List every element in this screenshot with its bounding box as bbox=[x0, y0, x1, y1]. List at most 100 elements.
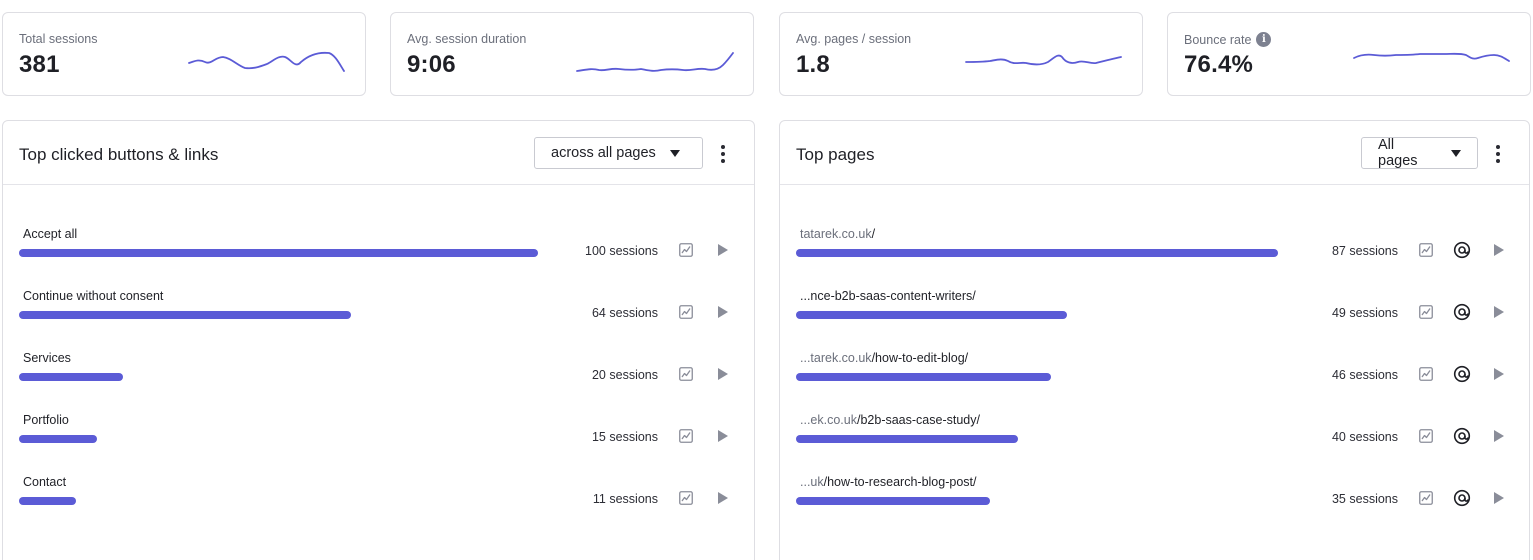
caret-down-icon bbox=[669, 149, 680, 157]
stat-card-total-sessions: Total sessions 381 bbox=[2, 12, 366, 96]
session-count: 20 sessions bbox=[591, 368, 658, 382]
top-clicked-panel: Top clicked buttons & links across all p… bbox=[2, 120, 755, 560]
stat-card-avg-pages-session: Avg. pages / session 1.8 bbox=[779, 12, 1143, 96]
session-bar bbox=[19, 435, 97, 443]
list-item: Accept all 100 sessions bbox=[3, 227, 754, 289]
session-bar bbox=[796, 435, 1018, 443]
page-url[interactable]: ...nce-b2b-saas-content-writers/ bbox=[800, 289, 976, 303]
list-item: tatarek.co.uk/87 sessions bbox=[780, 227, 1529, 289]
at-sign-icon[interactable] bbox=[1453, 303, 1471, 321]
trend-chart-icon[interactable] bbox=[1417, 427, 1435, 445]
panel-header: Top pages All pages bbox=[780, 121, 1529, 185]
list-item: ...tarek.co.uk/how-to-edit-blog/46 sessi… bbox=[780, 351, 1529, 413]
trend-chart-icon[interactable] bbox=[1417, 241, 1435, 259]
panel-header: Top clicked buttons & links across all p… bbox=[3, 121, 754, 185]
at-sign-icon[interactable] bbox=[1453, 365, 1471, 383]
play-icon[interactable] bbox=[1490, 303, 1508, 321]
pages-filter-dropdown[interactable]: All pages bbox=[1361, 137, 1478, 169]
session-bar bbox=[19, 373, 123, 381]
item-label: Accept all bbox=[23, 227, 78, 241]
stat-value: 9:06 bbox=[407, 51, 456, 78]
stat-value: 1.8 bbox=[796, 51, 830, 78]
page-domain: tatarek.co.uk bbox=[800, 227, 872, 241]
at-sign-icon[interactable] bbox=[1453, 241, 1471, 259]
info-icon[interactable]: i bbox=[1256, 32, 1272, 47]
session-bar bbox=[796, 249, 1278, 257]
page-path: /b2b-saas-case-study/ bbox=[856, 413, 980, 427]
sparkline bbox=[965, 54, 1122, 66]
page-domain: ...tarek.co.uk bbox=[800, 351, 872, 365]
kebab-menu-icon[interactable] bbox=[1495, 145, 1501, 163]
session-count: 87 sessions bbox=[1331, 244, 1398, 258]
session-bar bbox=[19, 497, 76, 505]
page-path: /how-to-research-blog-post/ bbox=[823, 475, 977, 489]
at-sign-icon[interactable] bbox=[1453, 489, 1471, 507]
stat-value: 76.4% bbox=[1184, 51, 1254, 78]
trend-chart-icon[interactable] bbox=[677, 427, 695, 445]
stat-label: Bounce rate i bbox=[1184, 32, 1272, 47]
trend-chart-icon[interactable] bbox=[677, 365, 695, 383]
list-item: Services 20 sessions bbox=[3, 351, 754, 413]
session-count: 64 sessions bbox=[591, 306, 658, 320]
session-count: 49 sessions bbox=[1331, 306, 1398, 320]
list-item: Portfolio 15 sessions bbox=[3, 413, 754, 475]
stat-value: 381 bbox=[19, 51, 60, 78]
kebab-menu-icon[interactable] bbox=[720, 145, 726, 163]
page-path: / bbox=[871, 227, 876, 241]
page-domain: ...uk bbox=[800, 475, 824, 489]
page-filter-dropdown[interactable]: across all pages bbox=[534, 137, 703, 169]
page-url[interactable]: tatarek.co.uk/ bbox=[800, 227, 875, 241]
panel-title: Top clicked buttons & links bbox=[19, 145, 219, 164]
play-icon[interactable] bbox=[1490, 365, 1508, 383]
session-bar bbox=[796, 497, 990, 505]
stat-card-bounce-rate: Bounce rate i 76.4% bbox=[1167, 12, 1531, 96]
item-label: Services bbox=[23, 351, 71, 365]
play-icon[interactable] bbox=[714, 365, 732, 383]
session-count: 40 sessions bbox=[1331, 430, 1398, 444]
page-url[interactable]: ...uk/how-to-research-blog-post/ bbox=[800, 475, 976, 489]
trend-chart-icon[interactable] bbox=[1417, 365, 1435, 383]
session-count: 35 sessions bbox=[1331, 492, 1398, 506]
stat-label: Avg. session duration bbox=[407, 32, 527, 46]
sparkline bbox=[576, 52, 734, 72]
page-path: /how-to-edit-blog/ bbox=[871, 351, 969, 365]
dropdown-value: All pages bbox=[1378, 137, 1418, 169]
sparkline bbox=[1353, 52, 1510, 62]
trend-chart-icon[interactable] bbox=[677, 303, 695, 321]
sparkline bbox=[188, 51, 345, 72]
trend-chart-icon[interactable] bbox=[1417, 489, 1435, 507]
session-bar bbox=[796, 373, 1051, 381]
session-count: 15 sessions bbox=[591, 430, 658, 444]
session-bar bbox=[19, 311, 351, 319]
play-icon[interactable] bbox=[1490, 489, 1508, 507]
trend-chart-icon[interactable] bbox=[677, 241, 695, 259]
session-count: 46 sessions bbox=[1331, 368, 1398, 382]
stat-label: Total sessions bbox=[19, 32, 98, 46]
list-item: ...uk/how-to-research-blog-post/35 sessi… bbox=[780, 475, 1529, 537]
session-bar bbox=[796, 311, 1067, 319]
play-icon[interactable] bbox=[1490, 241, 1508, 259]
play-icon[interactable] bbox=[1490, 427, 1508, 445]
list-item: ...ek.co.uk/b2b-saas-case-study/40 sessi… bbox=[780, 413, 1529, 475]
at-sign-icon[interactable] bbox=[1453, 427, 1471, 445]
stat-card-avg-session-duration: Avg. session duration 9:06 bbox=[390, 12, 754, 96]
stat-label: Avg. pages / session bbox=[796, 32, 912, 46]
trend-chart-icon[interactable] bbox=[677, 489, 695, 507]
session-count: 100 sessions bbox=[585, 244, 658, 258]
trend-chart-icon[interactable] bbox=[1417, 303, 1435, 321]
play-icon[interactable] bbox=[714, 241, 732, 259]
session-bar bbox=[19, 249, 538, 257]
play-icon[interactable] bbox=[714, 303, 732, 321]
item-label: Continue without consent bbox=[23, 289, 164, 303]
session-count: 11 sessions bbox=[592, 492, 658, 506]
caret-down-icon bbox=[1451, 149, 1461, 157]
page-path: ...nce-b2b-saas-content-writers/ bbox=[800, 289, 976, 303]
page-url[interactable]: ...tarek.co.uk/how-to-edit-blog/ bbox=[800, 351, 968, 365]
panel-title: Top pages bbox=[796, 145, 875, 164]
play-icon[interactable] bbox=[714, 427, 732, 445]
top-pages-panel: Top pages All pages tatarek.co.uk/87 ses… bbox=[779, 120, 1530, 560]
list-item: ...nce-b2b-saas-content-writers/49 sessi… bbox=[780, 289, 1529, 351]
page-url[interactable]: ...ek.co.uk/b2b-saas-case-study/ bbox=[800, 413, 980, 427]
play-icon[interactable] bbox=[714, 489, 732, 507]
list-item: Continue without consent 64 sessions bbox=[3, 289, 754, 351]
